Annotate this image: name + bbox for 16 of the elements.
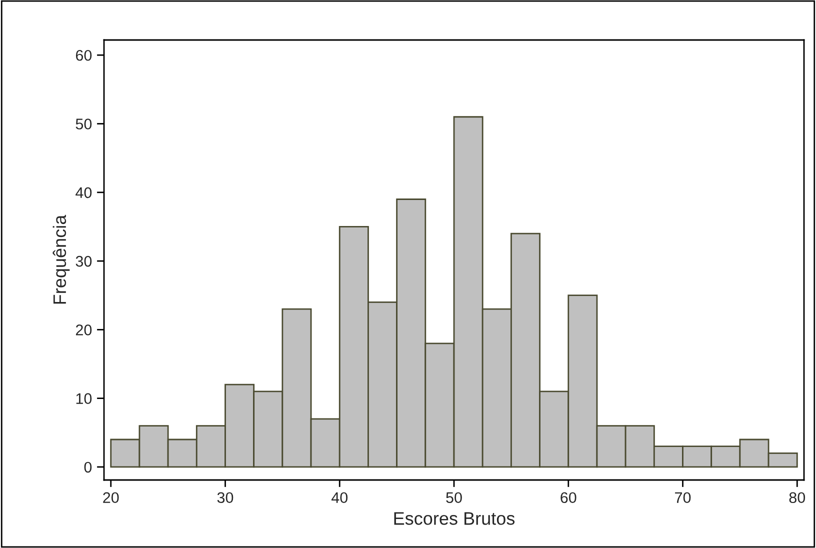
y-tick-label: 0 — [84, 462, 92, 473]
y-tick-label: 50 — [76, 118, 92, 130]
x-tick-label: 50 — [446, 492, 462, 504]
x-axis-title: Escores Brutos — [394, 512, 515, 525]
x-tick-label: 80 — [789, 492, 806, 504]
x-tick-label: 70 — [675, 492, 691, 504]
x-tick-label: 60 — [560, 492, 576, 504]
y-tick-label: 10 — [76, 393, 92, 404]
y-tick-label: 30 — [76, 256, 92, 267]
y-tick-label: 60 — [76, 50, 92, 61]
x-tick-label: 20 — [103, 492, 119, 504]
x-tick-label: 30 — [217, 492, 234, 504]
y-tick-label: 40 — [76, 187, 92, 198]
x-tick-label: 40 — [331, 492, 348, 504]
y-tick-label: 20 — [76, 324, 92, 336]
y-axis-title: Frequência — [52, 214, 70, 304]
